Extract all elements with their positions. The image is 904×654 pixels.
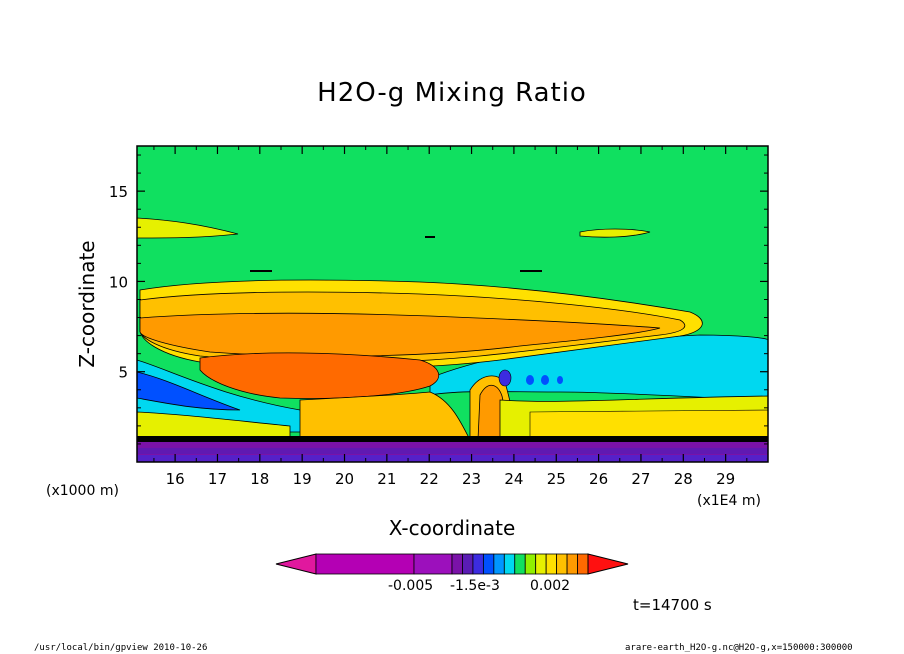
colorbar-low-arrow xyxy=(275,553,317,575)
colorbar-segment xyxy=(535,553,547,575)
x-tick-label: 21 xyxy=(377,470,396,488)
y-tick-label: 15 xyxy=(109,183,128,201)
plot-frame xyxy=(136,145,769,463)
colorbar-label: 0.002 xyxy=(530,578,571,594)
y-ticks: 5 10 15 xyxy=(109,154,768,445)
colorbar-segment xyxy=(472,553,484,575)
colorbar-label: -0.005 xyxy=(388,578,434,594)
x-tick-label: 27 xyxy=(631,470,650,488)
colorbar-segment xyxy=(566,553,578,575)
colorbar-segment xyxy=(524,553,537,575)
y-tick-label: 5 xyxy=(118,364,128,382)
x-tick-label: 26 xyxy=(589,470,608,488)
footer-right: arare-earth_H2O-g.nc@H2O-g,x=150000:3000… xyxy=(625,643,853,653)
colorbar-segment xyxy=(514,553,526,575)
x-tick-label: 16 xyxy=(166,470,185,488)
x-axis-label: X-coordinate xyxy=(388,516,516,540)
x-tick-label: 20 xyxy=(335,470,354,488)
x-unit-note-right: (x1E4 m) xyxy=(697,493,761,509)
colorbar-segment xyxy=(577,553,589,575)
colorbar-segment xyxy=(462,553,474,575)
x-tick-label: 29 xyxy=(716,470,735,488)
colorbar-segment xyxy=(503,553,516,575)
colorbar-segment xyxy=(482,553,495,575)
footer-left: /usr/local/bin/gpview 2010-10-26 xyxy=(34,643,208,653)
contour-field xyxy=(137,146,768,462)
x-tick-label: 24 xyxy=(504,470,523,488)
colorbar-segment xyxy=(413,553,453,575)
colorbar-segment xyxy=(556,553,568,575)
x-tick-label: 23 xyxy=(462,470,481,488)
x-tick-label: 19 xyxy=(293,470,312,488)
x-ticks: 16 17 18 19 20 21 22 23 24 25 26 27 28 29 xyxy=(153,146,748,488)
colorbar-segment xyxy=(493,553,505,575)
colorbar-high-arrow xyxy=(587,553,629,575)
x-tick-label: 17 xyxy=(208,470,227,488)
time-label: t=14700 s xyxy=(633,596,712,614)
colorbar-segment xyxy=(315,553,415,575)
colorbar-segment xyxy=(545,553,558,575)
chart-title: H2O-g Mixing Ratio xyxy=(317,78,587,108)
x-tick-label: 28 xyxy=(674,470,693,488)
y-tick-label: 10 xyxy=(109,273,128,291)
x-tick-label: 25 xyxy=(547,470,566,488)
x-tick-label: 18 xyxy=(250,470,269,488)
x-unit-note-left: (x1000 m) xyxy=(46,483,119,499)
x-tick-label: 22 xyxy=(420,470,439,488)
colorbar-segment xyxy=(451,553,463,575)
colorbar-label: -1.5e-3 xyxy=(450,578,500,594)
